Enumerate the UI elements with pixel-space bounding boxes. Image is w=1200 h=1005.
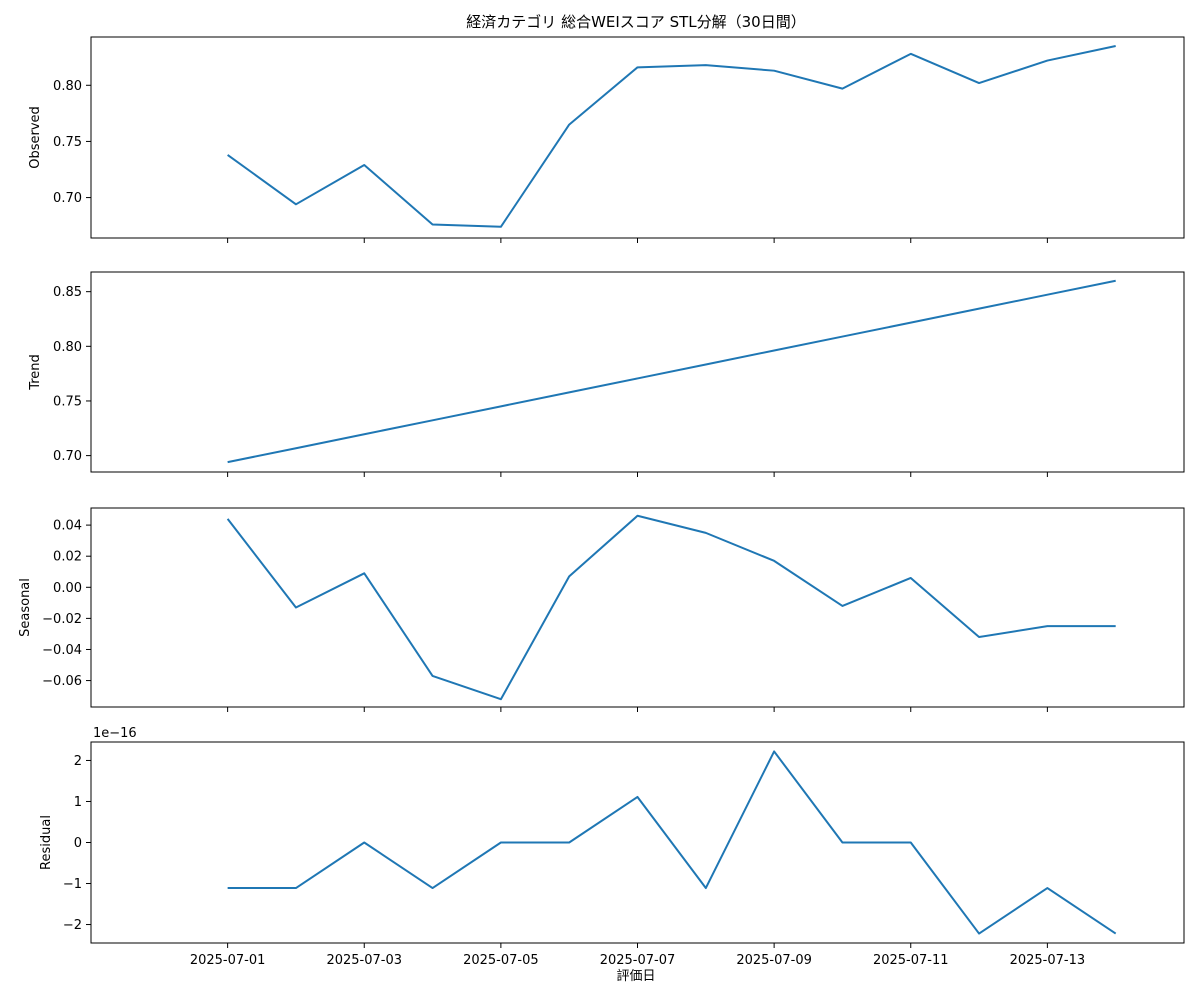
y-tick-label: −1 bbox=[63, 877, 82, 892]
x-tick-label: 2025-07-07 bbox=[600, 953, 676, 968]
x-tick-label: 2025-07-13 bbox=[1010, 953, 1086, 968]
y-tick-label: 0.80 bbox=[53, 79, 82, 94]
y-tick-label: 0.70 bbox=[53, 191, 82, 206]
y-tick-label: 0 bbox=[74, 836, 82, 851]
panel-frame-2 bbox=[90, 271, 1185, 473]
y-tick-label: −0.06 bbox=[42, 674, 82, 689]
y-tick-label: −0.02 bbox=[42, 612, 82, 627]
y-tick-label: 0.70 bbox=[53, 449, 82, 464]
x-tick-label: 2025-07-09 bbox=[736, 953, 812, 968]
y-axis-label-seasonal: Seasonal bbox=[18, 578, 33, 637]
y-tick-label: −2 bbox=[63, 918, 82, 933]
y-offset-label: 1e−16 bbox=[93, 726, 137, 741]
y-axis-label-residual: Residual bbox=[39, 815, 54, 870]
y-tick-label: 0.04 bbox=[53, 519, 82, 534]
y-tick-label: −0.04 bbox=[42, 643, 82, 658]
x-axis-label: 評価日 bbox=[616, 969, 655, 984]
x-tick-label: 2025-07-01 bbox=[190, 953, 266, 968]
y-tick-label: 0.00 bbox=[53, 581, 82, 596]
x-tick-label: 2025-07-11 bbox=[873, 953, 949, 968]
y-tick-label: 1 bbox=[74, 795, 82, 810]
y-tick-label: 0.02 bbox=[53, 550, 82, 565]
y-tick-label: 0.80 bbox=[53, 340, 82, 355]
y-axis-label-trend: Trend bbox=[28, 354, 43, 391]
series-line-seasonal bbox=[226, 514, 1116, 701]
panel-frame-4 bbox=[90, 741, 1185, 944]
y-tick-label: 2 bbox=[74, 754, 82, 769]
y-tick-label: 0.85 bbox=[53, 285, 82, 300]
series-line-residual bbox=[227, 750, 1117, 935]
y-axis-label-observed: Observed bbox=[28, 106, 43, 169]
y-tick-label: 0.75 bbox=[53, 394, 82, 409]
x-tick-label: 2025-07-05 bbox=[463, 953, 539, 968]
series-line-trend bbox=[227, 279, 1116, 464]
panel-frame-3 bbox=[90, 507, 1185, 708]
x-tick-label: 2025-07-03 bbox=[326, 953, 402, 968]
series-line-observed bbox=[227, 45, 1116, 228]
y-tick-label: 0.75 bbox=[53, 135, 82, 150]
chart-title: 経済カテゴリ 総合WEIスコア STL分解（30日間） bbox=[466, 13, 805, 31]
